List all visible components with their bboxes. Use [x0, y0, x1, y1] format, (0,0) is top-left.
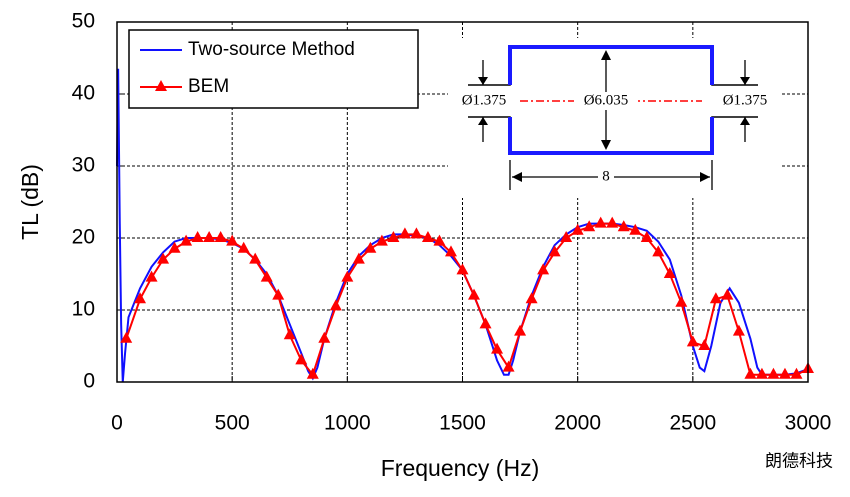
y-tick-label: 30 — [72, 154, 95, 177]
marker — [398, 227, 411, 239]
marker — [387, 231, 400, 242]
marker — [502, 360, 515, 372]
marker — [375, 234, 388, 246]
marker — [675, 295, 688, 307]
marker — [249, 252, 262, 264]
inset-label: Ø1.375 — [462, 92, 507, 108]
marker — [456, 263, 469, 275]
y-tick-label: 10 — [72, 298, 95, 321]
marker — [721, 288, 734, 300]
marker — [709, 292, 722, 304]
x-tick-label: 1500 — [439, 412, 486, 435]
marker — [606, 216, 619, 228]
marker — [755, 367, 768, 379]
marker — [145, 270, 158, 282]
marker — [468, 288, 481, 300]
marker — [168, 241, 181, 253]
marker — [352, 252, 365, 264]
marker — [698, 339, 711, 350]
marker — [571, 223, 584, 235]
marker — [364, 241, 377, 253]
y-tick-label: 20 — [72, 226, 95, 249]
x-tick-label: 1000 — [324, 412, 371, 435]
legend-label: BEM — [188, 76, 229, 97]
y-tick-label: 0 — [83, 370, 95, 393]
marker — [237, 241, 250, 253]
marker — [537, 263, 550, 275]
legend-box — [128, 29, 419, 109]
marker — [548, 245, 561, 257]
x-tick-label: 2000 — [554, 412, 601, 435]
inset-chamber — [508, 45, 714, 155]
marker — [686, 335, 699, 347]
x-tick-label: 3000 — [785, 412, 832, 435]
marker — [491, 342, 504, 354]
marker — [191, 231, 204, 242]
marker — [214, 231, 227, 242]
marker — [663, 267, 676, 278]
marker — [260, 270, 273, 282]
marker — [617, 220, 630, 232]
inset-diagram: Ø1.375 Ø6.035 Ø1.375 8 — [448, 38, 780, 198]
x-axis-label: Frequency (Hz) — [381, 455, 539, 481]
legend-label: Two-source Method — [188, 39, 355, 60]
marker — [180, 234, 193, 246]
marker — [744, 367, 757, 379]
marker — [479, 317, 492, 329]
marker — [421, 231, 434, 242]
marker — [120, 331, 133, 343]
marker — [283, 328, 296, 340]
marker — [157, 252, 170, 264]
inset-label: 8 — [602, 168, 610, 184]
marker — [778, 367, 791, 379]
marker — [134, 292, 147, 304]
marker — [790, 367, 803, 379]
marker — [410, 227, 423, 239]
marker — [433, 234, 446, 246]
marker — [640, 231, 653, 242]
inset-label-bg — [574, 92, 638, 110]
marker — [560, 231, 573, 242]
marker — [583, 220, 596, 232]
marker — [226, 234, 239, 246]
marker — [514, 324, 527, 336]
marker — [525, 292, 538, 304]
watermark: 朗德科技 — [765, 451, 833, 470]
x-tick-label: 0 — [111, 412, 123, 435]
marker — [767, 367, 780, 379]
x-tick-label: 2500 — [669, 412, 716, 435]
inset-label: Ø6.035 — [584, 92, 629, 108]
plot-frame — [116, 21, 809, 383]
inset-label-bg — [713, 92, 777, 110]
x-tick-label: 500 — [215, 412, 250, 435]
marker — [652, 245, 665, 257]
y-tick-label: 40 — [72, 82, 95, 105]
inset-label-bg — [598, 168, 614, 186]
marker — [732, 324, 745, 336]
marker — [295, 353, 308, 365]
marker — [329, 299, 342, 311]
y-axis-label: TL (dB) — [17, 164, 43, 240]
marker — [318, 331, 331, 343]
marker — [444, 245, 457, 257]
legend-marker — [155, 80, 167, 91]
marker — [341, 270, 354, 282]
inset-label: Ø1.375 — [723, 92, 768, 108]
marker — [594, 216, 607, 228]
marker — [306, 367, 319, 379]
marker — [272, 288, 285, 300]
marker — [203, 231, 216, 242]
marker — [629, 223, 642, 235]
y-tick-label: 50 — [72, 10, 95, 33]
inset-label-bg — [452, 92, 516, 110]
